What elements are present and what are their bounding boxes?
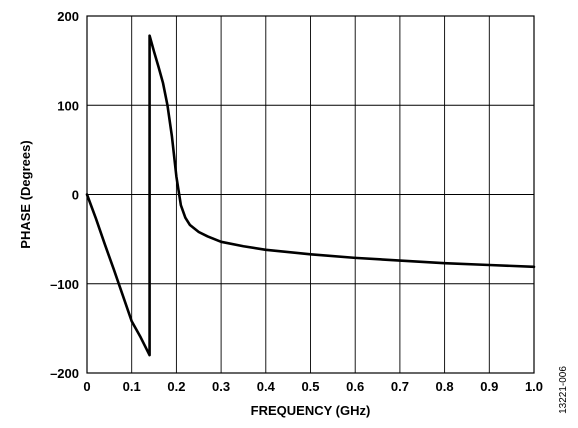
x-axis-title: FREQUENCY (GHz) — [251, 403, 371, 418]
y-tick-label: 0 — [72, 188, 79, 203]
figure-id-label: 13221-006 — [558, 366, 569, 414]
x-tick-label: 0.5 — [301, 379, 319, 394]
y-tick-label: –100 — [50, 277, 79, 292]
y-tick-labels: –200 –100 0 100 200 — [50, 9, 79, 381]
y-axis-title: PHASE (Degrees) — [18, 140, 33, 248]
x-tick-label: 0 — [83, 379, 90, 394]
grid-lines — [87, 16, 534, 373]
y-tick-label: –200 — [50, 366, 79, 381]
x-tick-label: 0.3 — [212, 379, 230, 394]
x-tick-label: 0.7 — [391, 379, 409, 394]
x-tick-label: 0.6 — [346, 379, 364, 394]
x-tick-labels: 0 0.1 0.2 0.3 0.4 0.5 0.6 0.7 0.8 0.9 1.0 — [83, 379, 543, 394]
x-tick-label: 0.1 — [123, 379, 141, 394]
x-tick-label: 0.9 — [480, 379, 498, 394]
x-tick-label: 0.8 — [436, 379, 454, 394]
x-tick-label: 0.4 — [257, 379, 276, 394]
x-tick-label: 1.0 — [525, 379, 543, 394]
y-tick-label: 100 — [57, 98, 79, 113]
x-tick-label: 0.2 — [167, 379, 185, 394]
phase-curve — [85, 34, 536, 357]
y-tick-label: 200 — [57, 9, 79, 24]
